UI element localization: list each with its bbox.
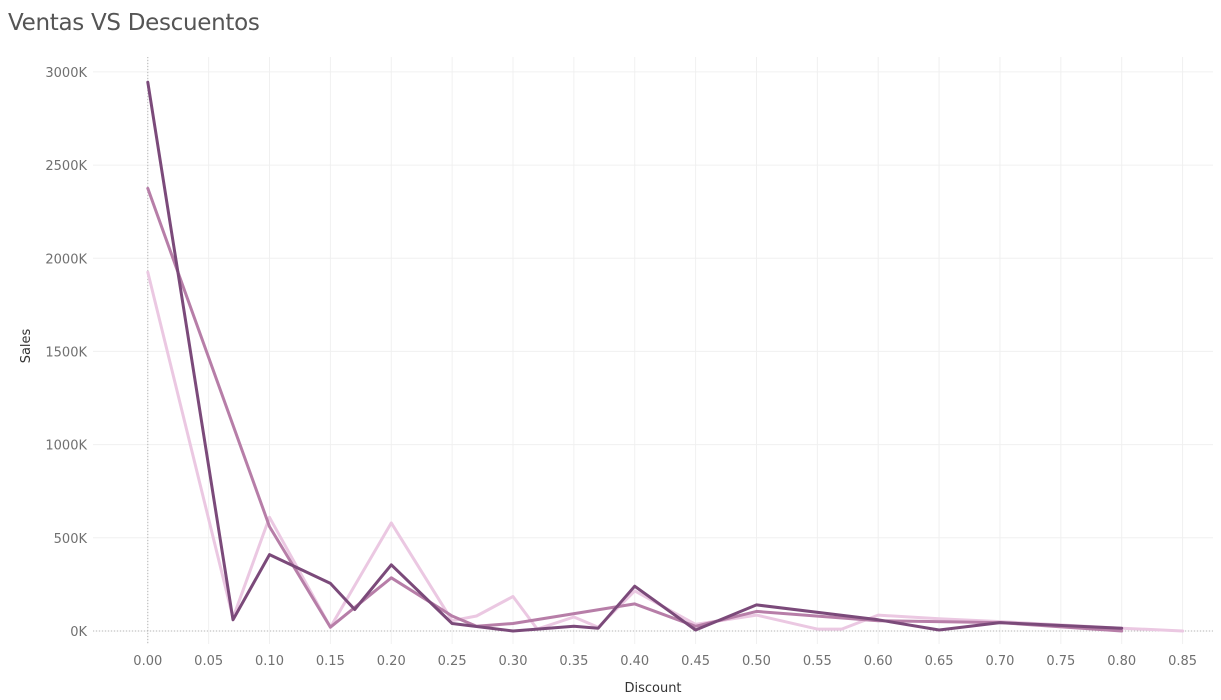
x-tick-label: 0.00 [133,654,162,669]
x-tick-label: 0.30 [499,654,528,669]
series-line [146,80,1124,633]
x-tick-label: 0.50 [742,654,771,669]
zero-reference-lines [93,57,1213,644]
x-axis-title: Discount [624,681,681,696]
series-lines [146,80,1185,633]
y-axis-title: Sales [19,328,34,363]
series-line [146,270,1185,633]
x-tick-label: 0.60 [864,654,893,669]
x-tick-label: 0.45 [681,654,710,669]
y-tick-label: 500K [54,532,88,547]
y-axis-ticks: 0K 500K 1000K 1500K 2000K 2500K 3000K [45,66,87,640]
x-tick-label: 0.55 [803,654,832,669]
y-tick-label: 2500K [45,159,87,174]
x-tick-label: 0.10 [255,654,284,669]
x-tick-label: 0.65 [925,654,954,669]
y-tick-label: 3000K [45,66,87,81]
x-tick-label: 0.80 [1107,654,1136,669]
x-tick-label: 0.35 [559,654,588,669]
x-tick-label: 0.75 [1046,654,1075,669]
x-axis-ticks: 0.00 0.05 0.10 0.15 0.20 0.25 0.30 0.35 0.40 0.45… [133,654,1197,669]
x-tick-label: 0.70 [985,654,1014,669]
chart-title: Ventas VS Descuentos [8,10,260,36]
y-tick-label: 1500K [45,345,87,360]
y-tick-label: 0K [70,625,87,640]
y-tick-label: 2000K [45,252,87,267]
x-tick-label: 0.15 [316,654,345,669]
x-tick-label: 0.20 [377,654,406,669]
grid-lines [93,57,1213,644]
x-tick-label: 0.40 [620,654,649,669]
x-tick-label: 0.05 [194,654,223,669]
y-tick-label: 1000K [45,439,87,454]
x-tick-label: 0.85 [1168,654,1197,669]
x-tick-label: 0.25 [438,654,467,669]
